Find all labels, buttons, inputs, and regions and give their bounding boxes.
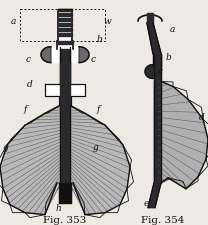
- Text: h: h: [55, 203, 61, 212]
- Text: c: c: [157, 67, 162, 76]
- Polygon shape: [0, 106, 130, 215]
- Text: d: d: [27, 80, 33, 89]
- Polygon shape: [145, 65, 153, 79]
- Text: b: b: [96, 35, 102, 44]
- Text: e: e: [143, 198, 149, 207]
- Polygon shape: [79, 47, 89, 63]
- Text: d: d: [199, 112, 205, 121]
- Text: Fig. 353: Fig. 353: [43, 215, 87, 224]
- Text: c: c: [26, 55, 31, 64]
- Text: w: w: [103, 17, 111, 26]
- Polygon shape: [154, 82, 208, 189]
- Polygon shape: [41, 47, 60, 63]
- Text: c: c: [90, 55, 95, 64]
- Polygon shape: [148, 183, 161, 208]
- Text: f: f: [23, 104, 27, 113]
- Polygon shape: [70, 47, 89, 63]
- Text: a: a: [169, 25, 175, 34]
- Text: g: g: [3, 142, 9, 151]
- Polygon shape: [147, 24, 161, 54]
- Text: Fig. 354: Fig. 354: [141, 215, 185, 224]
- Text: a: a: [10, 17, 16, 26]
- Polygon shape: [41, 47, 51, 63]
- Text: f: f: [96, 104, 100, 113]
- Text: b: b: [165, 53, 171, 62]
- Polygon shape: [45, 85, 85, 106]
- Text: g: g: [93, 142, 99, 151]
